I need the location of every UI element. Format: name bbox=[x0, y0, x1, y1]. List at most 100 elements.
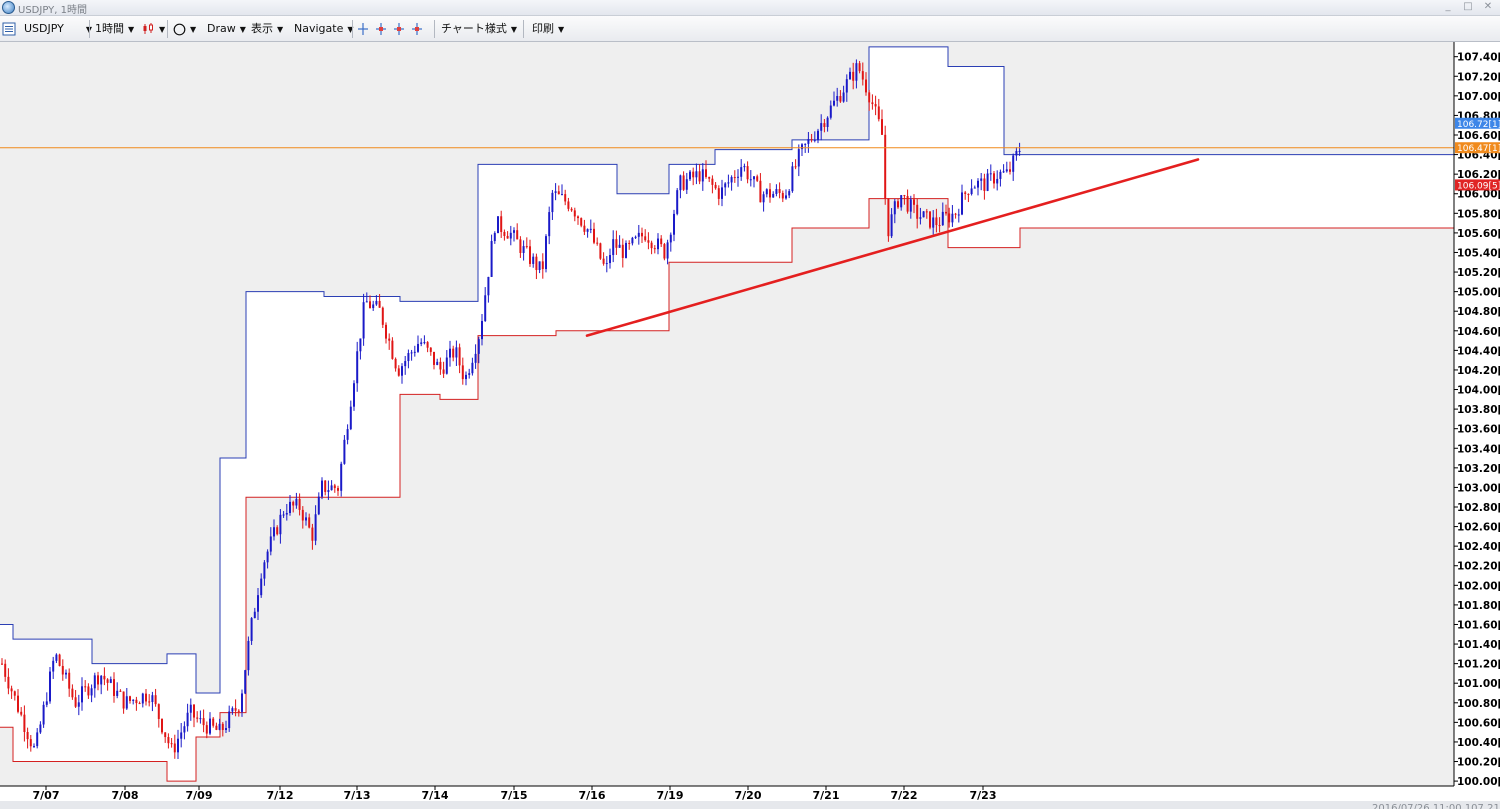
maximize-button[interactable]: □ bbox=[1463, 1, 1473, 12]
candle bbox=[61, 659, 64, 681]
candle bbox=[388, 333, 391, 350]
candle bbox=[42, 701, 45, 728]
candle-body bbox=[87, 686, 90, 696]
chevron-down-icon: ▼ bbox=[558, 25, 565, 34]
candle bbox=[97, 671, 99, 691]
candle bbox=[362, 293, 365, 346]
candle bbox=[1009, 161, 1011, 175]
time-tick-label: 7/12 bbox=[267, 789, 294, 802]
candle bbox=[999, 169, 1002, 187]
session-high-line bbox=[0, 46, 1455, 694]
candle-body bbox=[564, 194, 567, 202]
candle-body bbox=[941, 211, 944, 226]
candle-body bbox=[365, 301, 368, 303]
candle bbox=[84, 680, 87, 692]
candle bbox=[173, 734, 176, 759]
candle-body bbox=[897, 201, 899, 208]
price-axis-background bbox=[1454, 42, 1500, 809]
candle bbox=[39, 721, 42, 734]
candle-body bbox=[465, 374, 467, 380]
candle-body bbox=[673, 213, 675, 235]
timeframe-select[interactable]: 1時間 ▼ bbox=[95, 19, 134, 39]
candle bbox=[1015, 147, 1018, 161]
candle-body bbox=[346, 429, 349, 440]
price-tick-label: 103.00[0] bbox=[1457, 482, 1500, 494]
candle bbox=[404, 355, 407, 375]
candle bbox=[925, 208, 928, 219]
candle-body bbox=[749, 179, 752, 181]
candle-body bbox=[567, 201, 570, 209]
chart-canvas[interactable]: 107.40[0]107.20[0]107.00[0]106.80[0]106.… bbox=[0, 42, 1500, 809]
price-tick-label: 105.40[0] bbox=[1457, 247, 1500, 259]
candle-body bbox=[148, 701, 151, 703]
candle-body bbox=[522, 246, 525, 253]
candle-body bbox=[858, 63, 861, 72]
candle bbox=[695, 163, 698, 185]
price-tick-label: 101.40[0] bbox=[1457, 639, 1500, 651]
minimize-button[interactable]: _ bbox=[1445, 1, 1451, 12]
candle-body bbox=[737, 176, 739, 178]
candle-body bbox=[877, 106, 880, 120]
display-menu[interactable]: 表示 ▼ bbox=[251, 19, 283, 39]
close-button[interactable]: ✕ bbox=[1483, 1, 1493, 12]
candle-body bbox=[721, 187, 723, 199]
candle-body bbox=[1005, 169, 1008, 172]
chevron-down-icon: ▼ bbox=[510, 25, 518, 34]
candle bbox=[250, 617, 253, 645]
candle-body bbox=[705, 169, 707, 177]
candle-body bbox=[266, 551, 269, 563]
candle-body bbox=[378, 300, 381, 308]
price-tick-label: 107.20[0] bbox=[1457, 71, 1500, 83]
candle bbox=[689, 169, 691, 182]
crosshair-tools[interactable] bbox=[357, 19, 429, 39]
candle bbox=[593, 222, 595, 245]
candle bbox=[442, 361, 445, 378]
candle bbox=[641, 227, 643, 243]
price-chart[interactable]: 107.40[0]107.20[0]107.00[0]106.80[0]106.… bbox=[0, 42, 1500, 809]
price-tick-label: 100.40[0] bbox=[1457, 737, 1500, 749]
candle-body bbox=[461, 365, 464, 380]
candle-body bbox=[426, 342, 429, 348]
candle-body bbox=[743, 166, 746, 168]
chart-style-menu[interactable]: チャート様式 ▼ bbox=[441, 19, 517, 39]
candle-body bbox=[122, 691, 125, 709]
candle bbox=[493, 231, 496, 244]
candle-type-button[interactable]: ▼ bbox=[141, 19, 165, 39]
candle-body bbox=[612, 239, 615, 256]
candle-body bbox=[679, 175, 682, 191]
print-menu[interactable]: 印刷 ▼ bbox=[532, 19, 564, 39]
candle bbox=[970, 179, 973, 196]
candle-body bbox=[618, 244, 621, 248]
toolbar-divider bbox=[167, 20, 168, 38]
candle bbox=[23, 705, 26, 742]
candle bbox=[273, 519, 275, 541]
toolbar-divider bbox=[523, 20, 524, 38]
shape-draw-button[interactable]: ▼ bbox=[173, 19, 196, 39]
candle-body bbox=[596, 242, 599, 244]
candle-body bbox=[202, 718, 205, 726]
candle bbox=[669, 232, 672, 252]
candle bbox=[234, 699, 237, 717]
navigate-menu[interactable]: Navigate ▼ bbox=[294, 19, 354, 39]
candle bbox=[349, 400, 352, 431]
price-tick-label: 103.60[0] bbox=[1457, 424, 1500, 436]
symbol-select[interactable]: USDJPY ▼ bbox=[24, 19, 92, 39]
candle-body bbox=[407, 353, 410, 362]
candle-body bbox=[913, 199, 915, 205]
candle bbox=[455, 340, 458, 366]
price-tag-label: 106.72[1] bbox=[1457, 120, 1500, 130]
candle bbox=[257, 588, 259, 621]
price-tick-label: 107.40[0] bbox=[1457, 52, 1500, 64]
chart-list-icon[interactable] bbox=[2, 19, 18, 39]
candle-body bbox=[55, 654, 58, 661]
candle-body bbox=[925, 211, 928, 213]
candle-body bbox=[404, 361, 407, 367]
candle bbox=[487, 276, 490, 303]
candle bbox=[49, 666, 51, 704]
price-tag-current: 106.47[1] bbox=[1455, 142, 1500, 154]
price-tick-label: 106.20[0] bbox=[1457, 169, 1500, 181]
candle-body bbox=[989, 173, 992, 175]
draw-menu[interactable]: Draw ▼ bbox=[207, 19, 246, 39]
candle bbox=[929, 211, 931, 230]
candle bbox=[865, 72, 867, 96]
